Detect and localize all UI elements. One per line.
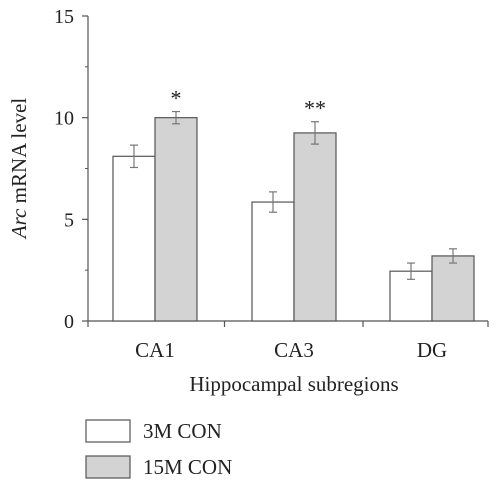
y-axis-label: Arc mRNA level <box>7 98 31 241</box>
legend: 3M CON 15M CON <box>85 419 232 479</box>
y-tick-label: 10 <box>54 108 74 130</box>
bar-15m-con-ca1 <box>154 117 198 322</box>
bar-15m-con-ca3 <box>293 132 337 322</box>
y-axis-label-gene: Arc <box>7 208 31 240</box>
x-tick-label: DG <box>417 338 447 362</box>
bar-15m-con-dg <box>431 255 475 322</box>
bar-3m-con-ca3 <box>251 201 295 322</box>
legend-label: 3M CON <box>143 419 222 443</box>
legend-swatch <box>85 455 131 479</box>
significance-marker: * <box>171 86 182 111</box>
bar-3m-con-ca1 <box>112 155 156 322</box>
x-axis-label: Hippocampal subregions <box>189 372 398 396</box>
y-axis-label-rest: mRNA level <box>7 98 31 209</box>
y-tick-label: 0 <box>64 311 74 333</box>
bars <box>112 110 475 322</box>
significance-marker: ** <box>304 96 326 121</box>
labels: * CA1 ** CA3 DG Hippocampal subregions Arc mRN… <box>7 86 447 396</box>
x-tick-label: CA3 <box>274 338 314 362</box>
y-tick-label: 5 <box>64 209 74 231</box>
y-tick-label: 15 <box>54 6 74 28</box>
x-tick-label: CA1 <box>135 338 175 362</box>
legend-swatch <box>85 419 131 443</box>
legend-label: 15M CON <box>143 455 232 479</box>
